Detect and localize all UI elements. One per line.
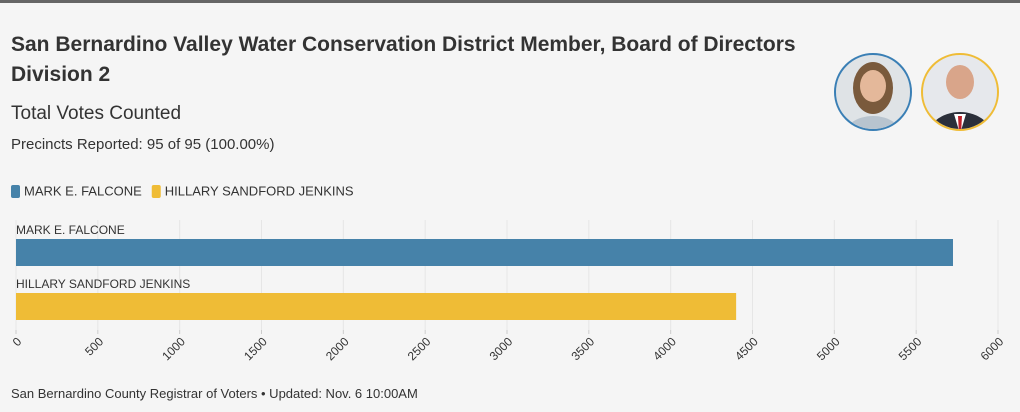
x-tick-label: 2500	[405, 334, 434, 363]
bar-label: HILLARY SANDFORD JENKINS	[16, 277, 190, 291]
x-tick-label: 2000	[323, 334, 352, 363]
legend-label: HILLARY SANDFORD JENKINS	[165, 183, 354, 198]
x-tick-label: 3000	[487, 334, 516, 363]
x-tick-label: 3500	[568, 334, 597, 363]
precincts: Precincts Reported: 95 of 95 (100.00%)	[11, 136, 275, 153]
bar-label: MARK E. FALCONE	[16, 223, 125, 237]
chart: MARK E. FALCONE HILLARY SANDFORD JENKINS 0…	[10, 183, 1007, 363]
legend-swatch	[11, 185, 20, 198]
title: San Bernardino Valley Water Conservation…	[11, 33, 796, 86]
top-border	[0, 0, 1020, 3]
x-tick-label: 1000	[159, 334, 188, 363]
x-tick-label: 4000	[650, 334, 679, 363]
x-tick-label: 1500	[241, 334, 270, 363]
bar	[16, 293, 737, 320]
bar	[16, 239, 953, 266]
x-tick-label: 5000	[814, 334, 843, 363]
x-tick-label: 5500	[896, 334, 925, 363]
x-tick-label: 500	[82, 334, 106, 358]
legend-swatch	[151, 185, 161, 198]
x-tick-label: 6000	[978, 334, 1007, 363]
legend-label: MARK E. FALCONE	[24, 183, 142, 198]
avatars	[834, 53, 999, 131]
footer: San Bernardino County Registrar of Voter…	[11, 386, 418, 401]
subtitle: Total Votes Counted	[11, 103, 182, 124]
x-tick-label: 0	[10, 334, 25, 349]
x-tick-label: 4500	[732, 334, 761, 363]
